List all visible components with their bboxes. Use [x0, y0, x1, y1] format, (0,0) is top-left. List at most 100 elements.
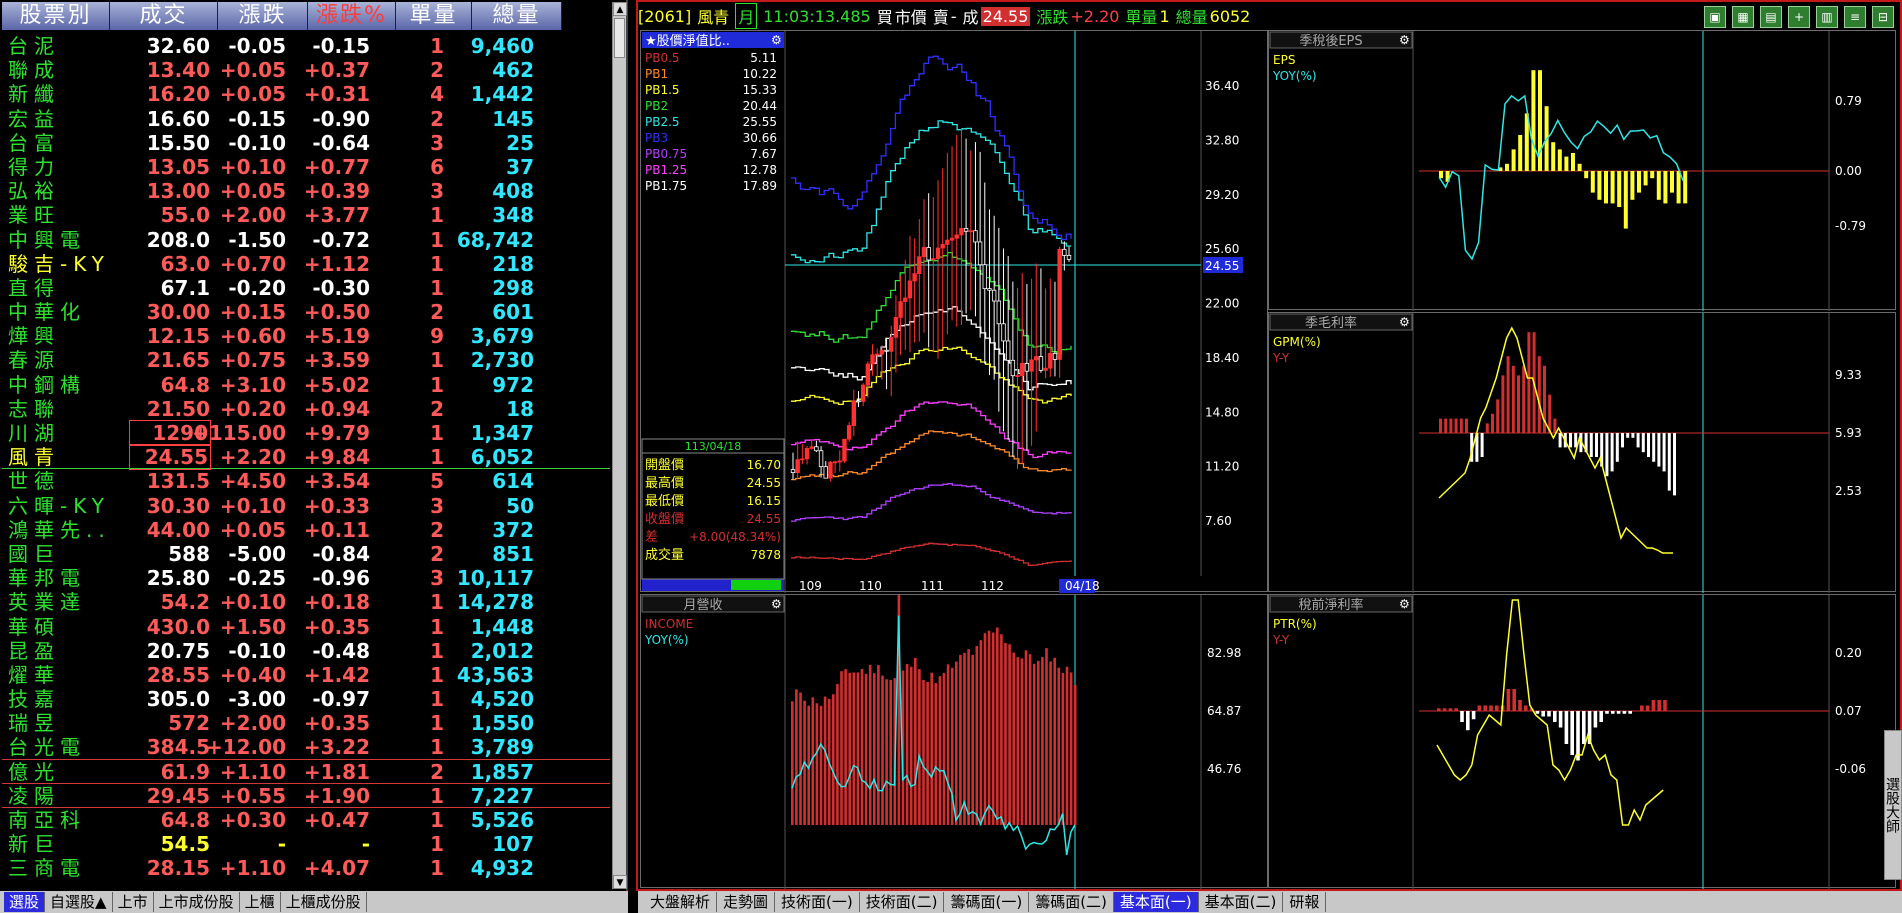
left-tab[interactable]: 上市成份股: [154, 892, 240, 912]
unit-volume-cell: 1: [430, 372, 444, 397]
settings-gear-icon[interactable]: ⚙: [1399, 315, 1410, 329]
quote-row[interactable]: 駿吉-KY 63.0 +0.70 +1.12 1 218: [2, 252, 610, 276]
scroll-thumb[interactable]: [614, 18, 625, 58]
revenue-bar: [983, 633, 987, 825]
quote-row[interactable]: 台泥 32.60 -0.05 -0.15 1 9,460: [2, 34, 610, 58]
ptr-chart: 稅前淨利率 ⚙ PTR(%) Y-Y 0.20 0.07 -0.06: [1269, 595, 1866, 889]
unit-volume-cell: 1: [430, 808, 444, 832]
col-header-change[interactable]: 漲跌: [218, 2, 308, 30]
right-tab[interactable]: 技術面(一): [775, 892, 860, 912]
right-tab[interactable]: 籌碼面(二): [1029, 892, 1114, 912]
quote-row[interactable]: 技嘉 305.0 -3.00 -0.97 1 4,520: [2, 687, 610, 711]
settings-gear-icon[interactable]: ⚙: [1399, 597, 1410, 611]
legend-label: PB0.75: [645, 147, 687, 161]
right-tab[interactable]: 大盤解析: [644, 892, 718, 912]
quote-row[interactable]: 弘裕 13.00 +0.05 +0.39 3 408: [2, 179, 610, 203]
right-tab[interactable]: 基本面(一): [1113, 892, 1199, 912]
quote-row[interactable]: 直得 67.1 -0.20 -0.30 1 298: [2, 276, 610, 300]
quote-row[interactable]: 台光電 384.5 +12.00 +3.22 1 3,789: [2, 735, 610, 760]
left-tab[interactable]: 選股: [4, 892, 46, 912]
quote-row[interactable]: 英業達 54.2 +0.10 +0.18 1 14,278: [2, 590, 610, 614]
quote-row[interactable]: 燁興 12.15 +0.60 +5.19 9 3,679: [2, 324, 610, 348]
quote-row[interactable]: 億光 61.9 +1.10 +1.81 2 1,857: [2, 760, 610, 784]
settings-gear-icon[interactable]: ⚙: [1399, 33, 1410, 47]
candle-body: [959, 228, 964, 236]
left-tab[interactable]: 上櫃成份股: [281, 892, 367, 912]
quote-row[interactable]: 三商電 28.15 +1.10 +4.07 1 4,932: [2, 856, 610, 880]
layout-icon[interactable]: ▥: [1816, 6, 1838, 28]
left-tab[interactable]: 上櫃: [240, 892, 281, 912]
candle-body: [1034, 356, 1039, 361]
stock-name-cell: 新巨: [8, 832, 60, 857]
quote-row[interactable]: 華碩 430.0 +1.50 +0.35 1 1,448: [2, 615, 610, 639]
quote-row[interactable]: 聯成 13.40 +0.05 +0.37 2 462: [2, 58, 610, 82]
quote-row[interactable]: 世德 131.5 +4.50 +3.54 5 614: [2, 469, 610, 493]
expand-icon[interactable]: ⊟: [1872, 6, 1894, 28]
quote-table-body: 台泥 32.60 -0.05 -0.15 1 9,460 聯成 13.40 +0.05 +0.37…: [2, 34, 610, 881]
right-tab[interactable]: 研報: [1283, 892, 1327, 912]
quote-row[interactable]: 川湖 1290 +115.00 +9.79 1 1,347: [2, 420, 610, 446]
candle-body: [832, 461, 838, 464]
quote-row[interactable]: 春源 21.65 +0.75 +3.59 1 2,730: [2, 348, 610, 372]
col-header-total-volume[interactable]: 總量: [472, 2, 562, 30]
pb-band-line: [791, 401, 1072, 459]
right-tab[interactable]: 走勢圖: [717, 892, 776, 912]
revenue-bar: [1073, 685, 1077, 825]
candle-body: [1029, 359, 1034, 372]
eps-bar: [1577, 163, 1582, 171]
window-icon[interactable]: ▣: [1704, 6, 1726, 28]
stock-name-cell: 駿吉-KY: [8, 251, 110, 276]
quote-row[interactable]: 中華化 30.00 +0.15 +0.50 2 601: [2, 300, 610, 324]
col-header-name[interactable]: 股票別: [2, 2, 110, 30]
quote-row[interactable]: 瑞昱 572 +2.00 +0.35 1 1,550: [2, 711, 610, 735]
settings-gear-icon[interactable]: ⚙: [771, 33, 782, 47]
quote-row[interactable]: 業旺 55.0 +2.00 +3.77 1 348: [2, 203, 610, 227]
left-tab[interactable]: 上市: [113, 892, 154, 912]
settings-gear-icon[interactable]: ⚙: [771, 597, 782, 611]
add-panel-icon[interactable]: +: [1788, 6, 1810, 28]
quote-row[interactable]: 志聯 21.50 +0.20 +0.94 2 18: [2, 397, 610, 421]
quote-row[interactable]: 華邦電 25.80 -0.25 -0.96 3 10,117: [2, 566, 610, 590]
revenue-bar: [909, 666, 913, 825]
quote-row[interactable]: 得力 13.05 +0.10 +0.77 6 37: [2, 155, 610, 179]
col-header-price[interactable]: 成交: [110, 2, 218, 30]
quote-row[interactable]: 新巨 54.5 - - 1 107: [2, 832, 610, 856]
red-box-icon[interactable]: ▦: [1732, 6, 1754, 28]
quote-row[interactable]: 六暉-KY 30.30 +0.10 +0.33 3 50: [2, 494, 610, 518]
quote-row[interactable]: 凌陽 29.45 +0.55 +1.90 1 7,227: [2, 784, 610, 808]
list-icon[interactable]: ≡: [1844, 6, 1866, 28]
quote-row[interactable]: 宏益 16.60 -0.15 -0.90 2 145: [2, 107, 610, 131]
right-tab[interactable]: 籌碼面(一): [944, 892, 1030, 912]
unit-volume-cell: 1: [430, 832, 444, 857]
left-tab[interactable]: 自選股▲: [45, 892, 113, 912]
quote-row[interactable]: 風青 24.55 +2.20 +9.84 1 6,052: [2, 444, 610, 471]
gpm-yy-bar: [1480, 433, 1484, 457]
candle-body: [921, 247, 927, 258]
quote-row[interactable]: 昆盈 20.75 -0.10 -0.48 1 2,012: [2, 639, 610, 663]
scroll-up-icon[interactable]: ▲: [613, 2, 627, 16]
col-header-change-pct[interactable]: 漲跌%: [308, 2, 396, 30]
revenue-bar: [897, 595, 901, 825]
quote-row[interactable]: 南亞科 64.8 +0.30 +0.47 1 5,526: [2, 808, 610, 832]
quote-row[interactable]: 中鋼構 64.8 +3.10 +5.02 1 972: [2, 373, 610, 397]
book-icon[interactable]: ▤: [1760, 6, 1782, 28]
stock-name-cell: 昆盈: [8, 638, 60, 663]
period-selector[interactable]: 月: [735, 3, 758, 29]
eps-bar: [1551, 142, 1556, 171]
unit-volume-label: 單量: [1125, 8, 1158, 27]
revenue-bar: [868, 664, 872, 825]
quote-row[interactable]: 鴻華先.. 44.00 +0.05 +0.11 2 372: [2, 518, 610, 542]
quote-row[interactable]: 燿華 28.55 +0.40 +1.42 1 43,563: [2, 663, 610, 687]
side-tab-stock-picker[interactable]: 選股大師: [1884, 730, 1902, 880]
quote-row[interactable]: 中興電 208.0 -1.50 -0.72 1 68,742: [2, 228, 610, 252]
right-tab[interactable]: 基本面(二): [1199, 892, 1284, 912]
quote-row[interactable]: 新纖 16.20 +0.05 +0.31 4 1,442: [2, 82, 610, 106]
vertical-scrollbar[interactable]: ▲ ▼: [612, 2, 627, 889]
right-tab[interactable]: 技術面(二): [860, 892, 945, 912]
col-header-unit-volume[interactable]: 單量: [396, 2, 472, 30]
gpm-yy-bar: [1527, 332, 1531, 433]
quote-row[interactable]: 台富 15.50 -0.10 -0.64 3 25: [2, 131, 610, 155]
price-cell: 1290: [129, 420, 211, 446]
scroll-down-icon[interactable]: ▼: [613, 875, 627, 889]
quote-row[interactable]: 國巨 588 -5.00 -0.84 2 851: [2, 542, 610, 566]
